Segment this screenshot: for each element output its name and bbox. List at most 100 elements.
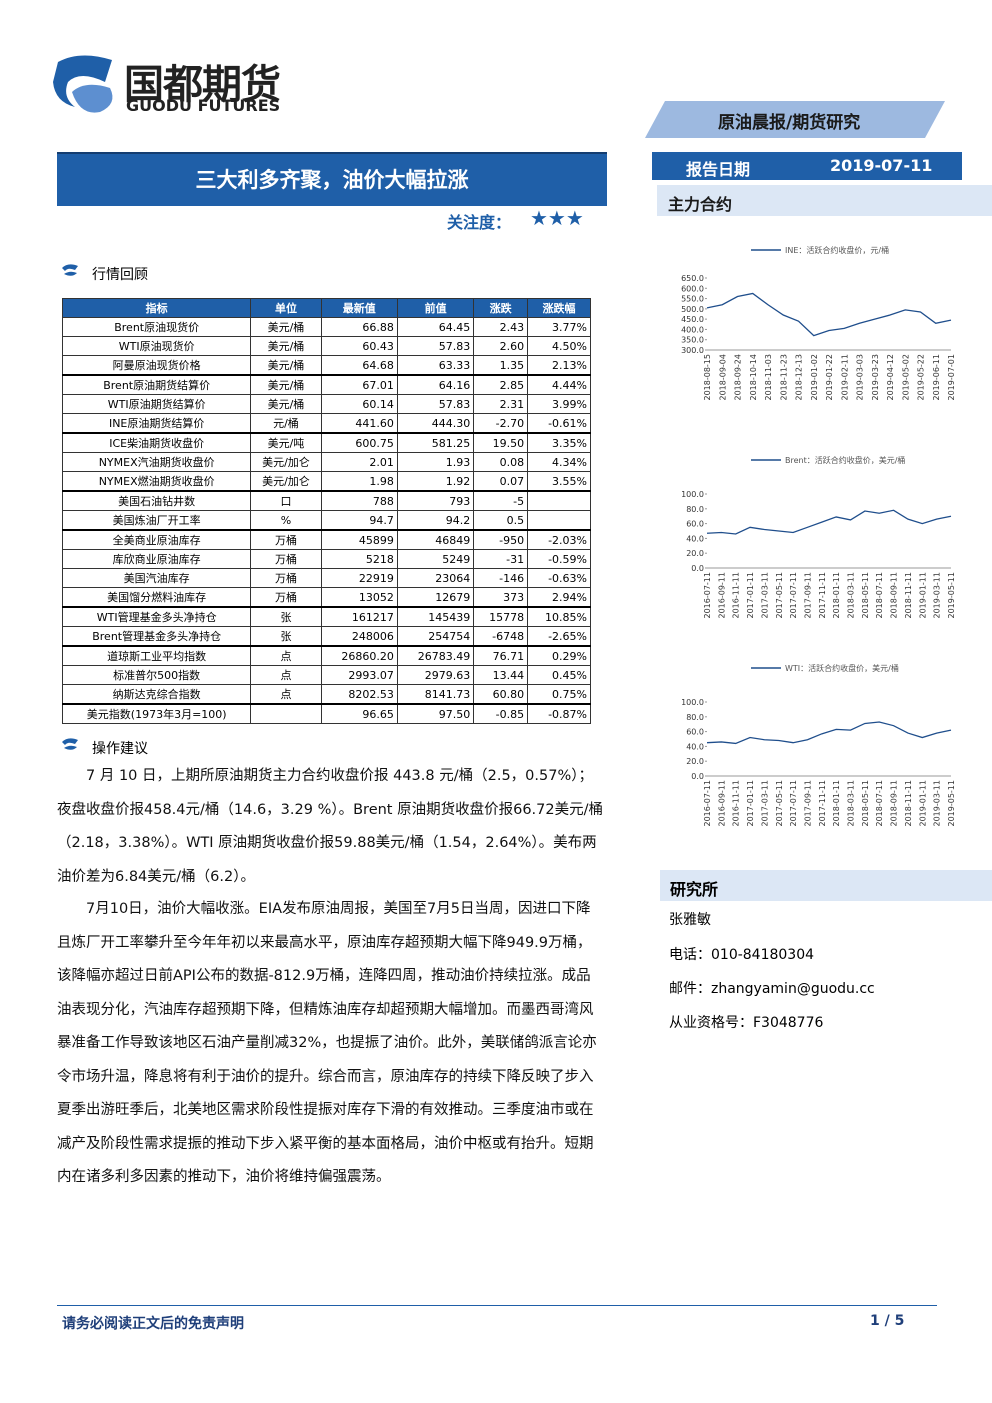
x-tick-label: 2018-01-11 [832, 572, 841, 619]
table-cell: 美元/吨 [250, 432, 322, 453]
x-tick-label: 2019-05-02 [901, 354, 910, 401]
x-tick-label: 2017-05-11 [775, 780, 784, 826]
table-cell: 57.83 [396, 394, 475, 414]
disclaimer: 请务必阅读正文后的免责声明 [62, 1316, 244, 1332]
table-cell: -6748 [473, 626, 529, 647]
x-tick-label: 2018-09-04 [718, 354, 727, 401]
table-cell: 张 [250, 606, 322, 627]
table-cell: WTI管理基金多头净持仓 [61, 606, 252, 627]
table-cell: 60.43 [320, 336, 398, 356]
chart: Brent：活跃合约收盘价，美元/桶 0.0 20.0 40.0 60.0 80.0 100… [681, 455, 956, 619]
table-cell: % [250, 510, 322, 531]
section-advice: 操作建议 [92, 741, 148, 757]
y-tick-label: 0.0 [691, 564, 704, 573]
table-cell: 64.68 [320, 355, 398, 376]
date-bar [652, 152, 962, 180]
table-cell: 94.7 [320, 510, 398, 531]
title: 三大利多齐聚，油价大幅拉涨 [195, 168, 469, 192]
table-cell: 23064 [396, 568, 475, 588]
table-cell: 库欣商业原油库存 [61, 549, 252, 569]
table-cell: 8202.53 [320, 684, 398, 705]
y-tick-label: 550.0 [681, 295, 704, 304]
table-row: Brent管理基金多头净持仓张 248006 254754 -6748 -2.65% [61, 626, 591, 647]
tag: 原油晨报/期货研究 [718, 113, 861, 133]
table-cell: 64.16 [396, 374, 475, 395]
table-cell: NYMEX汽油期货收盘价 [61, 452, 252, 472]
icon [62, 738, 78, 750]
table-cell: 373 [473, 587, 529, 608]
x-tick-label: 2019-05-11 [947, 780, 956, 826]
x-tick-label: 2018-11-11 [904, 780, 913, 826]
table-cell: 4.50% [527, 336, 591, 356]
phone: 电话：010-84180304 [669, 947, 815, 963]
table-cell: 96.65 [320, 703, 398, 724]
table-cell: -5 [473, 490, 529, 511]
footer-line [57, 1305, 937, 1306]
table-row: WTI原油现货价 美元/桶 60.43 57.83 2.60 4.50% [61, 336, 591, 356]
table-cell: 1.93 [396, 452, 475, 472]
y-tick-label: 80.0 [686, 713, 704, 722]
table-cell: 60.14 [320, 394, 398, 414]
x-tick-label: 2016-09-11 [717, 780, 726, 826]
table-cell: 248006 [320, 626, 398, 647]
table-cell [250, 703, 322, 724]
y-tick-label: 60.0 [686, 520, 704, 529]
table-cell: -0.59% [527, 549, 591, 569]
table-cell: 4.44% [527, 374, 591, 395]
x-tick-label: 2018-09-11 [890, 780, 899, 826]
y-tick-label: 100.0 [681, 698, 704, 707]
table-row: INE原油期货结算价 元/桶 441.60 444.30 -2.70 -0.61% [61, 413, 591, 434]
x-tick-label: 2018-03-11 [847, 780, 856, 826]
table-cell: 15778 [473, 606, 529, 627]
section-research: 研究所 [670, 880, 719, 899]
y-tick-label: 0.0 [691, 772, 704, 781]
page-number: 1 / 5 [870, 1313, 905, 1329]
legend-label: INE：活跃合约收盘价，元/桶 [785, 245, 889, 255]
table-cell: 阿曼原油现货价格 [61, 355, 252, 376]
table-cell: 美元/桶 [250, 394, 322, 414]
table-cell: -2.03% [527, 529, 591, 550]
y-tick-label: 20.0 [686, 549, 704, 558]
x-tick-label: 2017-09-11 [803, 572, 812, 619]
x-tick-label: 2019-01-11 [918, 780, 927, 826]
logo-cn: 国都期货 [124, 62, 281, 108]
table-cell: 3.77% [527, 317, 591, 337]
y-tick-label: 300.0 [681, 346, 704, 355]
table-cell [527, 490, 591, 511]
x-tick-label: 2017-07-11 [789, 572, 798, 619]
table-cell [527, 510, 591, 531]
table-cell: 0.08 [473, 452, 529, 472]
table-cell: 1.35 [473, 355, 529, 376]
x-tick-label: 2016-11-11 [732, 780, 741, 826]
data-table: 指标 单位 最新值 前值 涨跌 涨跌幅 Brent原油现货价 美元/桶 66.88 64.45 2.… [61, 298, 591, 724]
x-tick-label: 2019-02-11 [840, 354, 849, 401]
table-cell: 5218 [320, 549, 398, 569]
x-tick-label: 2018-11-11 [904, 572, 913, 619]
table-header: 涨跌 [473, 298, 529, 318]
paragraph: 7 月 10 日，上期所原油期货主力合约收盘价报 443.8 元/桶（2.5，0… [57, 768, 603, 885]
table-cell: 点 [250, 645, 322, 666]
table-cell: 美元/加仑 [250, 452, 322, 472]
table-cell: 万桶 [250, 587, 322, 608]
table-cell: 60.80 [473, 684, 529, 705]
x-tick-label: 2017-01-11 [746, 780, 755, 826]
table-cell: 600.75 [320, 432, 398, 453]
table-row: 美元指数(1973年3月=100) 96.65 97.50 -0.85 -0.87% [61, 703, 591, 724]
table-cell: 67.01 [320, 374, 398, 395]
x-tick-label: 2017-01-11 [746, 572, 755, 619]
table-cell: ICE柴油期货收盘价 [61, 432, 252, 453]
table-header: 最新值 [320, 298, 398, 318]
x-tick-label: 2018-05-11 [861, 572, 870, 619]
table-cell: 19.50 [473, 432, 529, 453]
x-tick-label: 2019-04-12 [886, 354, 895, 401]
table-row: 美国炼油厂开工率% 94.7 94.2 0.5 [61, 510, 591, 531]
x-tick-label: 2018-05-11 [861, 780, 870, 826]
table-cell: 13052 [320, 587, 398, 608]
table-cell: 0.07 [473, 471, 529, 492]
table-cell: WTI原油现货价 [61, 336, 252, 356]
date: 2019-07-11 [830, 156, 933, 175]
table-row: NYMEX汽油期货收盘价 美元/加仑 2.01 1.93 0.08 4.34% [61, 452, 591, 472]
table-row: Brent原油现货价 美元/桶 66.88 64.45 2.43 3.77% [61, 317, 591, 337]
table-cell: 22919 [320, 568, 398, 588]
chart: WTI：活跃合约收盘价，美元/桶 0.0 20.0 40.0 60.0 80.0 100.0… [681, 663, 956, 826]
